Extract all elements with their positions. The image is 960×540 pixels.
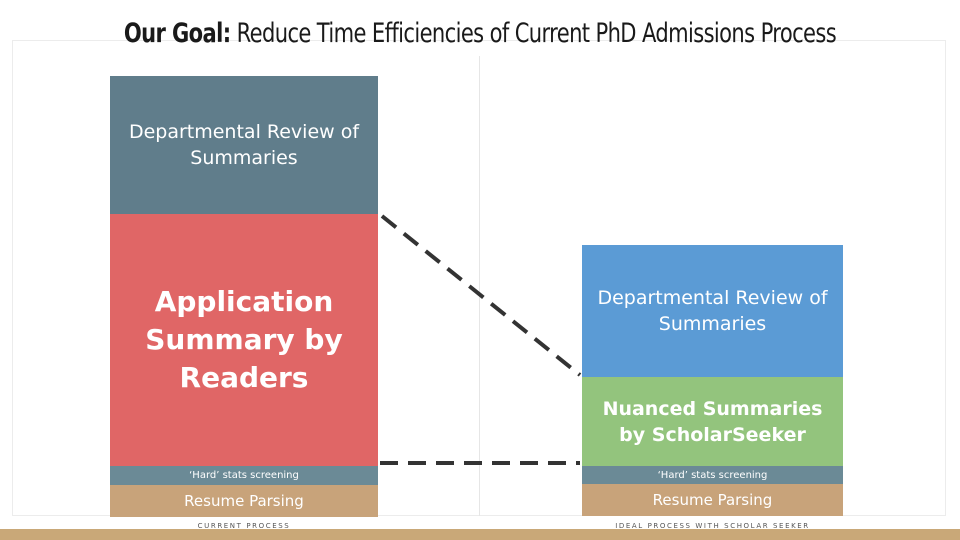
- slide-title: Our Goal: Reduce Time Efficiencies of Cu…: [106, 18, 855, 49]
- current-caption: CURRENT PROCESS: [197, 522, 291, 530]
- current-review-label: Departmental Review of Summaries: [128, 121, 360, 169]
- bottom-accent-bar: [0, 529, 960, 540]
- ideal-review-block: Departmental Review of Summaries: [582, 245, 843, 377]
- ideal-summary-block: Nuanced Summaries by ScholarSeeker: [582, 377, 843, 466]
- title-rest: Reduce Time Efficiencies of Current PhD …: [230, 18, 837, 49]
- ideal-review-label: Departmental Review of Summaries: [597, 287, 828, 335]
- current-summary-block: Application Summary by Readers: [110, 214, 378, 466]
- current-summary-label: Application Summary by Readers: [145, 285, 343, 394]
- ideal-summary-label: Nuanced Summaries by ScholarSeeker: [602, 397, 823, 446]
- upper-dashed-connector: [380, 214, 582, 377]
- ideal-screening-block: ‘Hard’ stats screening: [582, 466, 843, 484]
- current-screening-label: ‘Hard’ stats screening: [189, 470, 299, 481]
- column-divider: [479, 56, 480, 516]
- current-screening-block: ‘Hard’ stats screening: [110, 466, 378, 485]
- title-bold: Our Goal:: [123, 18, 231, 49]
- current-resume-label: Resume Parsing: [184, 492, 304, 510]
- ideal-screening-label: ‘Hard’ stats screening: [657, 469, 768, 481]
- current-review-block: Departmental Review of Summaries: [110, 76, 378, 214]
- ideal-resume-label: Resume Parsing: [652, 491, 773, 509]
- current-resume-block: Resume Parsing: [110, 485, 378, 517]
- ideal-caption: IDEAL PROCESS WITH SCHOLAR SEEKER: [615, 522, 810, 530]
- ideal-resume-block: Resume Parsing: [582, 484, 843, 516]
